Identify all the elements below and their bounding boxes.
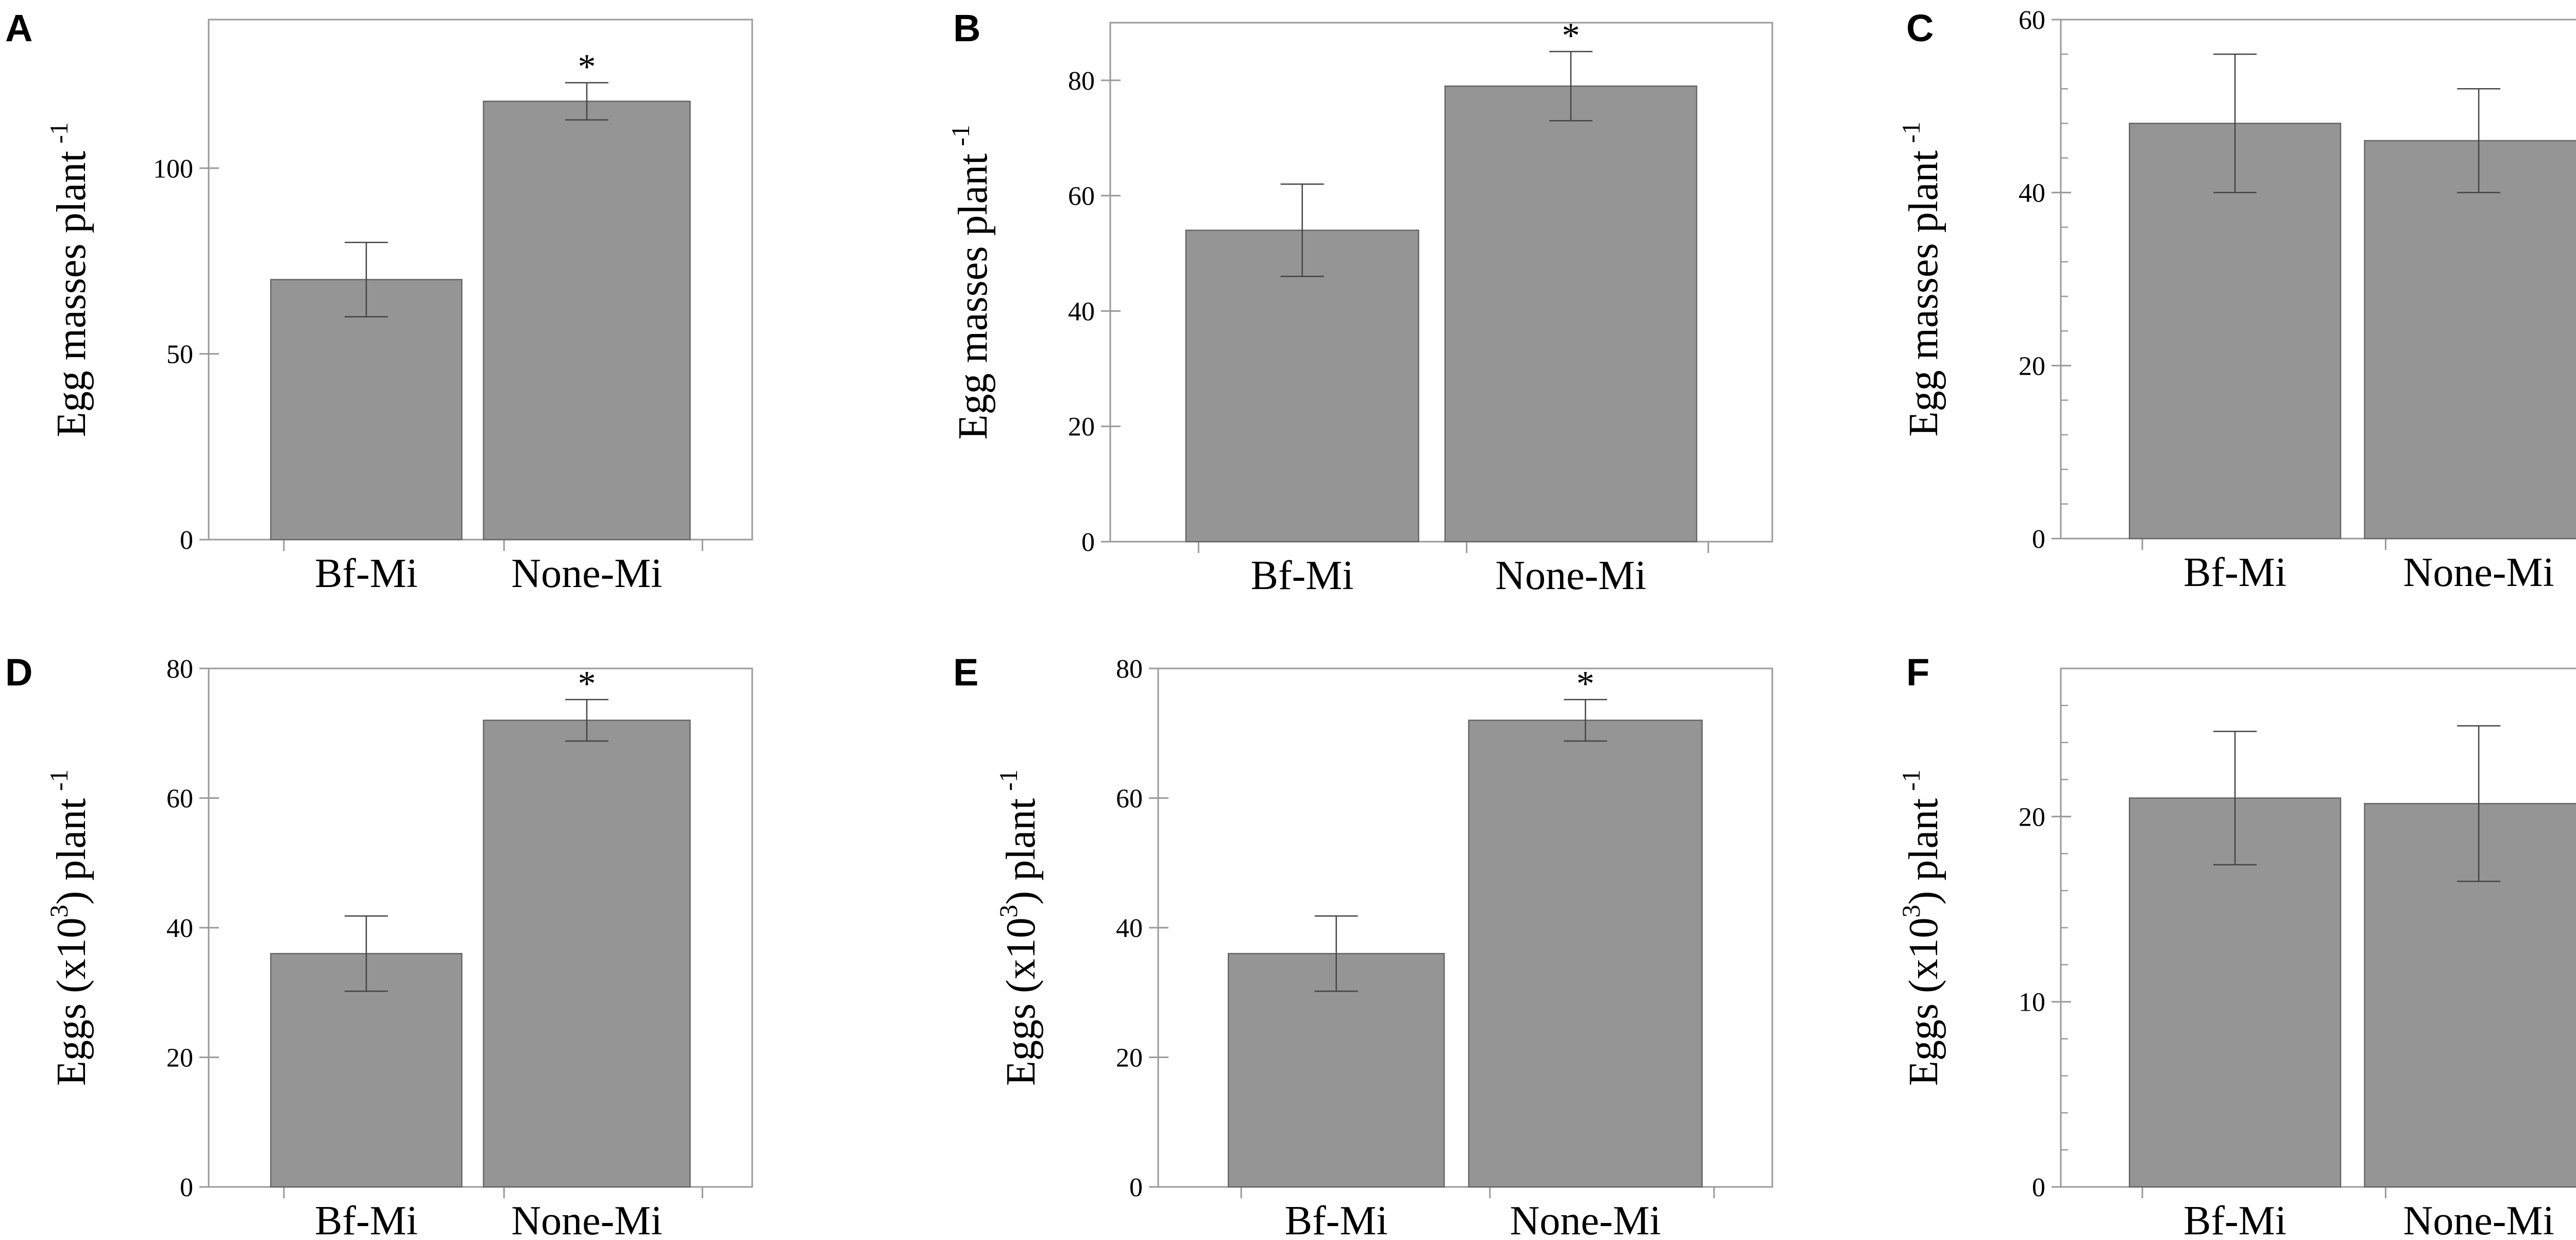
y-axis-title-text: Eggs (x10 xyxy=(1901,917,1946,1086)
x-category-label: None-Mi xyxy=(2403,550,2554,595)
bar xyxy=(483,100,691,541)
y-axis-title-text: ) plant xyxy=(49,798,94,905)
panel-letter: E xyxy=(953,651,978,694)
bar xyxy=(1444,85,1698,543)
panel-letter: B xyxy=(953,7,980,49)
y-axis-title: Egg masses plant -1 xyxy=(946,125,996,440)
y-tick-label: 0 xyxy=(1081,528,1095,557)
significance-marker: * xyxy=(578,664,596,703)
y-axis-title-text: Egg masses plant xyxy=(49,151,94,437)
bar xyxy=(483,719,691,1188)
y-tick-label: 40 xyxy=(1116,914,1143,943)
y-tick-label: 10 xyxy=(2019,988,2045,1017)
y-axis-title-sup: 3 xyxy=(1896,904,1925,917)
panel-e: E 0 20 40 60 80 Bf-Mi * None-Mi Eggs (x103) plant… xyxy=(953,651,1773,1240)
bar xyxy=(2364,803,2576,1188)
significance-marker: * xyxy=(578,47,596,87)
x-category-label: Bf-Mi xyxy=(1285,1198,1388,1240)
y-tick-label: 80 xyxy=(166,655,193,684)
y-axis-title-sup: 3 xyxy=(44,904,73,917)
x-category-label: None-Mi xyxy=(1495,553,1646,598)
bar xyxy=(2364,140,2576,540)
panel-letter: F xyxy=(1906,651,1929,694)
y-tick-label: 40 xyxy=(1068,297,1095,326)
y-axis-title-text: Egg masses plant xyxy=(951,154,996,440)
x-category-label: None-Mi xyxy=(511,551,662,596)
panel-f: F 0 10 20 Bf-Mi None-Mi Eggs (x103) plant -1 xyxy=(1896,651,2576,1240)
x-category-label: Bf-Mi xyxy=(2183,550,2286,595)
plot-frame xyxy=(2060,19,2576,540)
y-tick-label: 20 xyxy=(1068,412,1095,442)
x-category-label: Bf-Mi xyxy=(315,1198,418,1240)
y-tick-label: 100 xyxy=(153,154,193,183)
y-axis-title-text: ) plant xyxy=(1901,798,1946,905)
bar xyxy=(1185,229,1419,543)
y-tick-label: 60 xyxy=(2019,6,2045,35)
y-tick-label: 60 xyxy=(1116,784,1143,814)
y-axis-title-text: Eggs (x10 xyxy=(998,917,1044,1086)
panel-letter: D xyxy=(5,651,32,694)
bar xyxy=(1227,953,1445,1188)
y-tick-label: 40 xyxy=(166,914,193,943)
bar xyxy=(270,279,463,541)
y-axis-title-text: Eggs (x10 xyxy=(49,917,94,1086)
y-tick-label: 0 xyxy=(180,1173,193,1202)
y-tick-label: 80 xyxy=(1068,66,1095,96)
x-category-label: None-Mi xyxy=(2403,1198,2554,1240)
y-tick-label: 50 xyxy=(166,340,193,370)
significance-marker: * xyxy=(1577,664,1595,703)
y-axis-title: Eggs (x103) plant -1 xyxy=(994,769,1044,1086)
y-axis-title-text: ) plant xyxy=(998,798,1044,905)
y-tick-label: 0 xyxy=(2032,525,2045,554)
plot-frame xyxy=(208,19,753,541)
y-axis-title-sup: -1 xyxy=(1896,122,1925,143)
x-category-label: None-Mi xyxy=(511,1198,662,1240)
y-tick-label: 80 xyxy=(1116,655,1143,684)
x-category-label: Bf-Mi xyxy=(2183,1198,2286,1240)
y-axis-title-sup: -1 xyxy=(44,769,73,791)
y-tick-label: 40 xyxy=(2019,179,2045,208)
panel-c: C 0 20 40 60 Bf-Mi None-Mi Egg masses plant -1 xyxy=(1896,6,2576,595)
y-tick-label: 20 xyxy=(1116,1044,1143,1073)
significance-marker: * xyxy=(1562,16,1580,56)
panel-letter: C xyxy=(1906,7,1934,49)
y-axis-title: Eggs (x103) plant -1 xyxy=(1896,769,1946,1086)
y-axis-title-sup: 3 xyxy=(994,904,1023,917)
x-category-label: Bf-Mi xyxy=(315,551,418,596)
y-axis-title-text: Egg masses plant xyxy=(1901,150,1946,437)
y-tick-label: 0 xyxy=(1129,1173,1143,1202)
y-tick-label: 20 xyxy=(2019,802,2045,832)
panel-a: A 0 50 100 Bf-Mi * None-Mi Egg masses plant -1 xyxy=(5,7,753,596)
panel-d: D 0 20 40 60 80 Bf-Mi * None-Mi Eggs (x103) plant… xyxy=(5,651,753,1240)
plot-frame xyxy=(1109,22,1773,543)
y-axis-title-sup: -1 xyxy=(946,125,975,146)
y-axis-title-sup: -1 xyxy=(44,122,73,144)
panel-b: B 0 20 40 60 80 Bf-Mi * None-Mi Egg masses plant -… xyxy=(946,7,1773,598)
y-axis-title: Egg masses plant -1 xyxy=(1896,122,1946,437)
y-axis-title-sup: -1 xyxy=(994,769,1023,791)
y-tick-label: 0 xyxy=(180,526,193,555)
y-axis-title: Eggs (x103) plant -1 xyxy=(44,769,94,1086)
x-category-label: Bf-Mi xyxy=(1251,553,1354,598)
y-tick-label: 20 xyxy=(166,1044,193,1073)
y-tick-label: 60 xyxy=(166,784,193,814)
y-tick-label: 60 xyxy=(1068,182,1095,211)
x-category-label: None-Mi xyxy=(1510,1198,1661,1240)
panel-letter: A xyxy=(5,7,32,49)
y-tick-label: 0 xyxy=(2032,1173,2045,1202)
bar xyxy=(270,953,463,1188)
y-axis-title-sup: -1 xyxy=(1896,769,1925,791)
y-tick-label: 20 xyxy=(2019,351,2045,381)
y-axis-title: Egg masses plant -1 xyxy=(44,122,94,437)
bar xyxy=(1468,719,1703,1188)
